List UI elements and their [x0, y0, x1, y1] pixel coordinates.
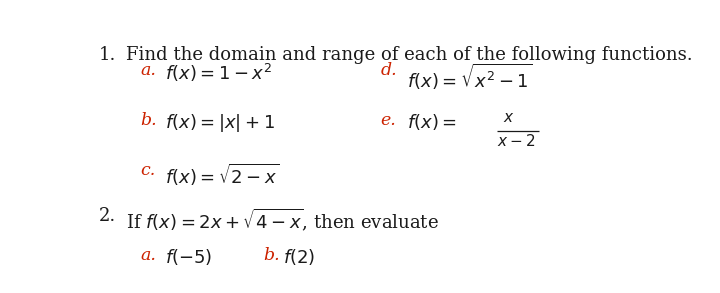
Text: 2.: 2. [99, 207, 116, 225]
Text: $f(x) = 1 - x^2$: $f(x) = 1 - x^2$ [166, 62, 272, 84]
Text: $f(x) = |x| + 1$: $f(x) = |x| + 1$ [166, 112, 275, 134]
Text: $f(-5)$: $f(-5)$ [166, 247, 212, 267]
Text: $f(x) = \sqrt{x^2-1}$: $f(x) = \sqrt{x^2-1}$ [407, 62, 532, 92]
Text: b.: b. [140, 112, 157, 129]
Text: b.: b. [263, 247, 279, 264]
Text: Find the domain and range of each of the following functions.: Find the domain and range of each of the… [126, 47, 693, 64]
Text: $f(x) =$: $f(x) =$ [407, 112, 456, 132]
Text: $x$: $x$ [503, 111, 515, 125]
Text: $x-2$: $x-2$ [497, 133, 535, 149]
Text: 1.: 1. [99, 47, 116, 64]
Text: a.: a. [140, 247, 156, 264]
Text: e.: e. [380, 112, 396, 129]
Text: c.: c. [140, 161, 156, 178]
Text: d.: d. [380, 62, 397, 79]
Text: $f(x) = \sqrt{2-x}$: $f(x) = \sqrt{2-x}$ [166, 161, 279, 188]
Text: a.: a. [140, 62, 156, 79]
Text: $f(2)$: $f(2)$ [282, 247, 315, 267]
Text: If $f(x) = 2x + \sqrt{4-x}$, then evaluate: If $f(x) = 2x + \sqrt{4-x}$, then evalua… [126, 207, 439, 233]
